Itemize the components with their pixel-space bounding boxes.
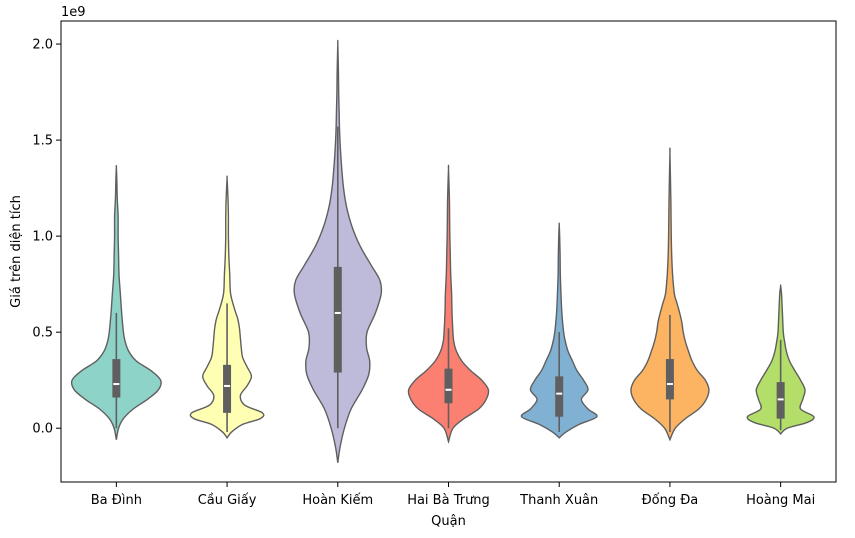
y-axis: 0.0 0.5 1.0 1.5 2.0	[32, 38, 61, 437]
y-tick-label-0: 0.0	[32, 422, 53, 437]
x-tick-label-1: Cầu Giấy	[198, 493, 257, 508]
violin-1-median	[224, 384, 231, 387]
y-tick-label-2: 1.0	[32, 230, 53, 245]
violin-1-iqr-box	[223, 364, 232, 413]
violin-0	[70, 164, 162, 440]
violin-5	[630, 147, 710, 442]
violin-3-iqr-box	[444, 368, 453, 404]
x-tick-label-3: Hai Bà Trưng	[407, 493, 490, 508]
violin-0-iqr-box	[112, 359, 121, 398]
violin-5-iqr-box	[665, 359, 674, 400]
violin-1	[189, 175, 265, 439]
violin-4-iqr-box	[555, 376, 564, 417]
x-tick-label-0: Ba Đình	[91, 493, 142, 508]
violin-5-body	[630, 147, 710, 442]
y-tick-label-4: 2.0	[32, 38, 53, 53]
violin-0-median	[113, 383, 120, 386]
violin-4-median	[556, 392, 563, 395]
x-tick-label-2: Hoàn Kiếm	[302, 493, 373, 508]
violin-2-median	[334, 311, 341, 314]
violin-3-body	[407, 164, 490, 444]
x-tick-label-6: Hoàng Mai	[746, 493, 815, 508]
y-offset-label: 1e9	[61, 5, 86, 20]
violin-4	[520, 222, 598, 439]
violin-6	[746, 284, 815, 435]
violin-3	[407, 164, 490, 444]
violin-6-median	[777, 398, 784, 401]
violin-2-iqr-box	[333, 266, 342, 373]
violin-4-body	[520, 222, 598, 439]
violin-5-median	[666, 383, 673, 386]
y-tick-label-3: 1.5	[32, 134, 53, 149]
violin-layer	[70, 39, 815, 463]
violin-0-body	[70, 164, 162, 440]
violin-3-median	[445, 388, 452, 391]
x-axis-label: Quận	[431, 514, 466, 529]
y-axis-label: Giá trên diện tích	[9, 195, 24, 308]
x-axis: Ba Đình Cầu Giấy Hoàn Kiếm Hai Bà Trưng Than…	[91, 482, 815, 508]
y-tick-label-1: 0.5	[32, 326, 53, 341]
x-tick-label-5: Đống Đa	[642, 493, 699, 508]
violin-2	[293, 39, 383, 463]
x-tick-label-4: Thanh Xuân	[519, 493, 598, 508]
